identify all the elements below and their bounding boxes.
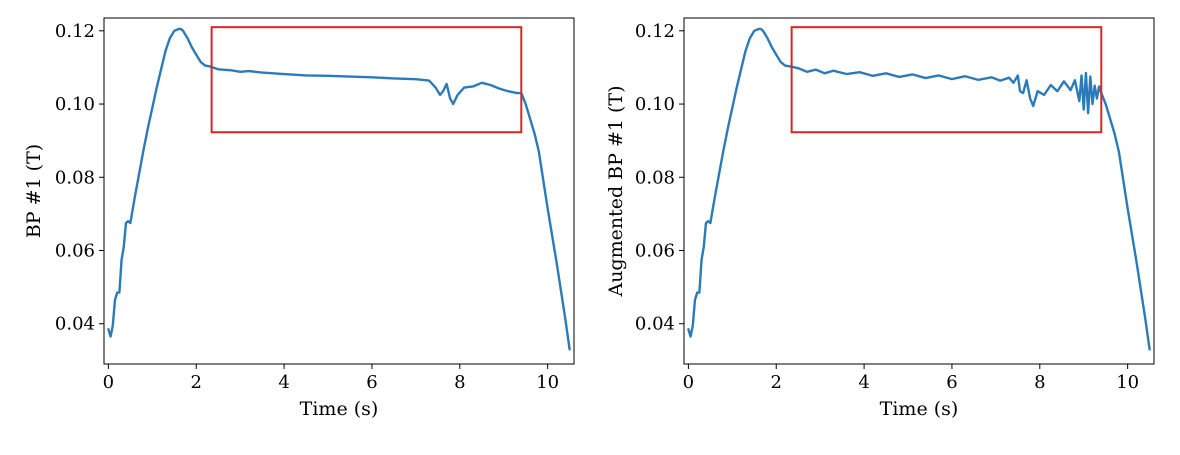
y-tick-label: 0.12 [55, 21, 95, 42]
y-axis-label: BP #1 (T) [23, 144, 45, 238]
x-tick-label: 2 [771, 372, 782, 393]
y-tick-label: 0.04 [55, 314, 95, 335]
x-tick-label: 4 [278, 372, 289, 393]
axes-frame [683, 17, 1155, 365]
series-line [107, 27, 571, 351]
y-tick-label: 0.06 [635, 240, 675, 261]
y-tick-label: 0.12 [635, 21, 675, 42]
x-tick-label: 6 [946, 372, 957, 393]
left-panel: 0 2 4 6 8 10 0.04 0.06 0.08 0.10 0.12 Time (s) BP #1… [23, 17, 575, 420]
highlight-box [210, 26, 523, 134]
right-panel: 0 2 4 6 8 10 0.04 0.06 0.08 0.10 0.12 Time (s) Augme… [605, 17, 1155, 420]
x-tick-label: 8 [1034, 372, 1045, 393]
x-axis-label: Time (s) [880, 398, 959, 420]
y-tick-label: 0.06 [55, 240, 95, 261]
series-line [687, 27, 1151, 351]
y-tick-label: 0.04 [635, 314, 675, 335]
x-tick-label: 10 [536, 372, 559, 393]
y-axis-label: Augmented BP #1 (T) [605, 85, 627, 297]
x-tick-label: 0 [683, 372, 694, 393]
x-tick-label: 2 [191, 372, 202, 393]
axes-frame [103, 17, 575, 365]
y-tick-label: 0.10 [635, 94, 675, 115]
x-tick-label: 8 [454, 372, 465, 393]
x-tick-label: 6 [366, 372, 377, 393]
x-tick-label: 4 [858, 372, 869, 393]
y-tick-label: 0.08 [55, 167, 95, 188]
highlight-box [790, 26, 1103, 134]
x-tick-label: 10 [1116, 372, 1139, 393]
x-tick-label: 0 [103, 372, 114, 393]
y-tick-label: 0.08 [635, 167, 675, 188]
y-tick-label: 0.10 [55, 94, 95, 115]
x-axis-label: Time (s) [300, 398, 379, 420]
